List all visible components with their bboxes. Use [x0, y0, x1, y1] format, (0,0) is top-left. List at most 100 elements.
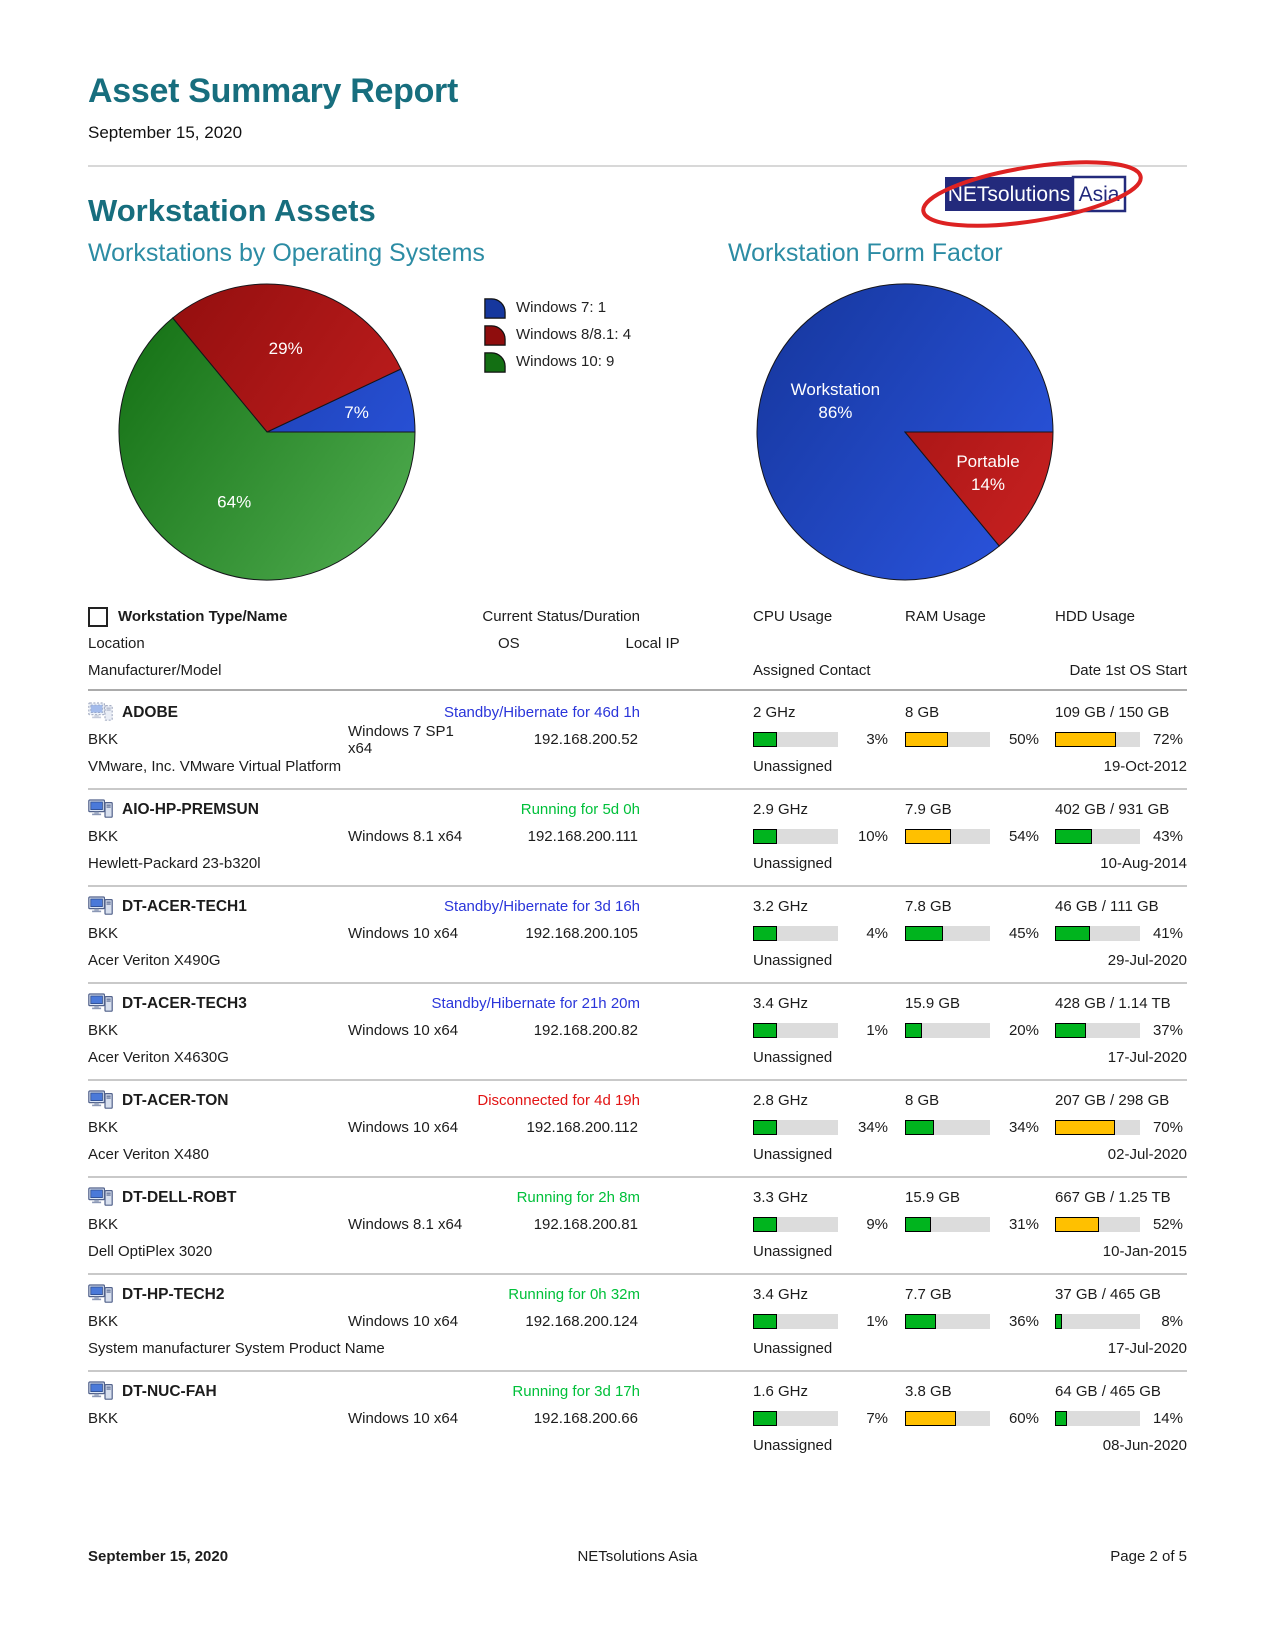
row-location: BKK [88, 1119, 119, 1136]
hdd-usage-bar: 70% [1055, 1119, 1187, 1136]
ram-usage-bar: 36% [905, 1313, 1055, 1330]
header-hdd-usage: HDD Usage [1055, 608, 1136, 625]
row-status: Standby/Hibernate for 46d 1h [444, 704, 640, 721]
table-header: Workstation Type/Name Current Status/Dur… [88, 603, 1187, 691]
hdd-pct: 43% [1152, 828, 1183, 845]
ram-spec: 15.9 GB [905, 1189, 961, 1206]
legend-label: Windows 10: 9 [516, 353, 615, 370]
ram-usage-bar: 45% [905, 925, 1055, 942]
row-name: DT-ACER-TECH1 [122, 897, 247, 915]
ram-usage-bar: 31% [905, 1216, 1055, 1233]
hdd-usage-bar: 41% [1055, 925, 1187, 942]
svg-text:7%: 7% [344, 403, 369, 422]
table-row: DT-DELL-ROBT Running for 2h 8m BKK Windo… [88, 1176, 1187, 1273]
computer-icon [88, 993, 114, 1014]
cpu-fill [753, 732, 777, 747]
row-name: ADOBE [122, 703, 178, 721]
row-name: DT-ACER-TON [122, 1091, 229, 1109]
row-os: Windows 10 x64 [348, 925, 459, 942]
row-contact: Unassigned [753, 1437, 833, 1454]
hdd-pct: 52% [1152, 1216, 1183, 1233]
hdd-usage-bar: 72% [1055, 731, 1187, 748]
hdd-spec: 109 GB / 150 GB [1055, 704, 1170, 721]
ram-spec: 3.8 GB [905, 1383, 952, 1400]
cpu-usage-bar: 9% [753, 1216, 905, 1233]
cpu-spec: 3.4 GHz [753, 995, 809, 1012]
cpu-spec: 2.9 GHz [753, 801, 809, 818]
hdd-usage-bar: 52% [1055, 1216, 1187, 1233]
charts-section: Workstations by Operating Systems 7% 29% 6… [88, 239, 1187, 591]
row-name: DT-NUC-FAH [122, 1382, 217, 1400]
ram-pct: 54% [1008, 828, 1039, 845]
header-cpu-usage: CPU Usage [753, 608, 833, 625]
row-manufacturer: System manufacturer System Product Name [88, 1340, 385, 1357]
header-os-start: Date 1st OS Start [1069, 662, 1187, 679]
row-status: Running for 0h 32m [508, 1286, 640, 1303]
svg-text:64%: 64% [217, 493, 251, 512]
row-ip: 192.168.200.124 [525, 1313, 638, 1330]
hdd-fill [1055, 1314, 1062, 1329]
legend-pie-slice-icon [484, 298, 506, 319]
hdd-pct: 8% [1161, 1313, 1183, 1330]
ram-pct: 36% [1008, 1313, 1039, 1330]
cpu-spec: 3.4 GHz [753, 1286, 809, 1303]
cpu-pct: 1% [866, 1313, 888, 1330]
footer-company: NETsolutions Asia [577, 1548, 698, 1565]
row-manufacturer: VMware, Inc. VMware Virtual Platform [88, 758, 342, 775]
ram-usage-bar: 60% [905, 1410, 1055, 1427]
row-location: BKK [88, 1216, 119, 1233]
legend-label: Windows 7: 1 [516, 299, 607, 316]
ram-pct: 45% [1008, 925, 1039, 942]
company-logo: NETsolutions Asia [917, 150, 1147, 238]
netsolutions-logo-graphic: NETsolutions Asia [921, 160, 1143, 228]
os-chart-block: Workstations by Operating Systems 7% 29% 6… [88, 239, 631, 588]
row-status: Standby/Hibernate for 21h 20m [431, 995, 640, 1012]
row-status: Disconnected for 4d 19h [477, 1092, 640, 1109]
row-location: BKK [88, 828, 119, 845]
row-contact: Unassigned [753, 1146, 833, 1163]
row-status: Standby/Hibernate for 3d 16h [444, 898, 640, 915]
ram-spec: 15.9 GB [905, 995, 961, 1012]
cpu-usage-bar: 10% [753, 828, 905, 845]
ram-usage-bar: 20% [905, 1022, 1055, 1039]
cpu-pct: 7% [866, 1410, 888, 1427]
header-ram-usage: RAM Usage [905, 608, 986, 625]
hdd-spec: 402 GB / 931 GB [1055, 801, 1170, 818]
cpu-pct: 3% [866, 731, 888, 748]
cpu-usage-bar: 7% [753, 1410, 905, 1427]
logo-primary-text: NETsolutions [948, 183, 1071, 206]
row-os-start: 17-Jul-2020 [1107, 1049, 1187, 1066]
cpu-usage-bar: 3% [753, 731, 905, 748]
hdd-pct: 14% [1152, 1410, 1183, 1427]
table-row: ADOBE Standby/Hibernate for 46d 1h BKK W… [88, 691, 1187, 788]
hdd-usage-bar: 43% [1055, 828, 1187, 845]
cpu-fill [753, 1023, 777, 1038]
computer-icon [88, 1381, 114, 1402]
logo-white-box [1071, 175, 1127, 213]
computer-icon [88, 896, 114, 917]
row-manufacturer: Acer Veriton X4630G [88, 1049, 229, 1066]
form-factor-chart-title: Workstation Form Factor [728, 239, 1003, 267]
os-pie-chart: 7% 29% 64% [118, 283, 416, 581]
ram-usage-bar: 50% [905, 731, 1055, 748]
table-row: AIO-HP-PREMSUN Running for 5d 0h BKK Win… [88, 788, 1187, 885]
hdd-spec: 667 GB / 1.25 TB [1055, 1189, 1171, 1206]
row-os: Windows 8.1 x64 [348, 1216, 463, 1233]
row-location: BKK [88, 925, 119, 942]
row-os-start: 08-Jun-2020 [1102, 1437, 1187, 1454]
ram-fill [905, 1023, 922, 1038]
ram-fill [905, 1217, 932, 1232]
select-all-checkbox[interactable] [88, 606, 108, 627]
ram-fill [905, 829, 951, 844]
cpu-pct: 1% [866, 1022, 888, 1039]
row-location: BKK [88, 731, 119, 748]
row-os-start: 02-Jul-2020 [1107, 1146, 1187, 1163]
row-status: Running for 2h 8m [516, 1189, 640, 1206]
header-type-name: Workstation Type/Name [118, 608, 288, 625]
ram-pct: 34% [1008, 1119, 1039, 1136]
row-os-start: 19-Oct-2012 [1103, 758, 1187, 775]
table-row: DT-ACER-TECH1 Standby/Hibernate for 3d 1… [88, 885, 1187, 982]
row-contact: Unassigned [753, 1243, 833, 1260]
